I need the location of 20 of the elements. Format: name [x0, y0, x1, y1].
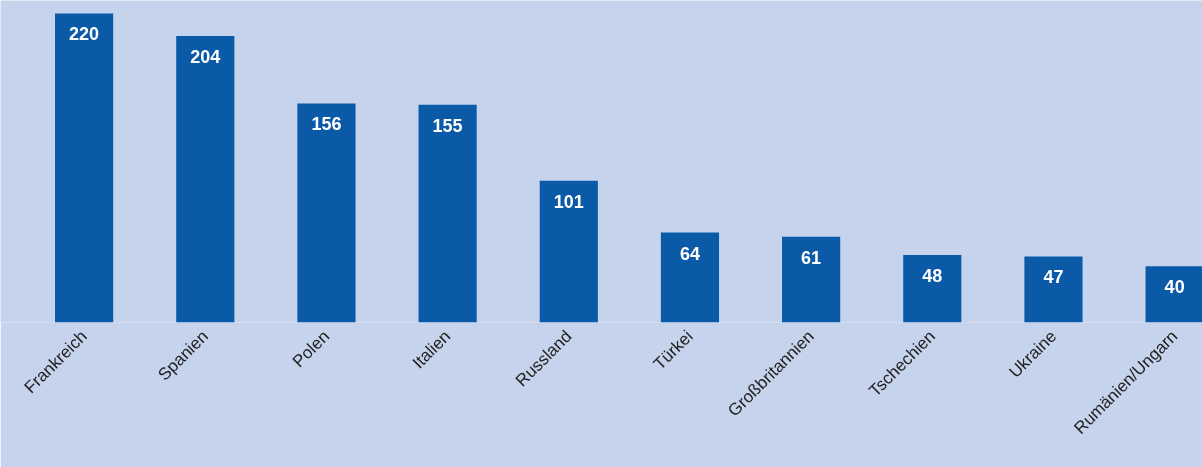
data-label: 156	[311, 114, 342, 135]
bar	[782, 236, 841, 323]
data-label: 101	[553, 191, 584, 212]
bar	[660, 232, 720, 323]
bar	[1145, 266, 1202, 323]
bar	[55, 13, 114, 323]
bar	[903, 255, 962, 323]
bar	[1024, 256, 1083, 323]
bar	[418, 104, 477, 323]
data-label: 40	[1164, 277, 1185, 298]
data-label: 64	[679, 243, 700, 264]
data-label: 47	[1043, 267, 1064, 288]
data-label: 61	[801, 247, 822, 268]
bar	[176, 35, 235, 323]
data-label: 48	[922, 266, 943, 287]
bar	[539, 180, 598, 323]
data-label: 220	[69, 24, 100, 45]
bar	[297, 103, 356, 323]
data-label: 155	[432, 115, 463, 136]
data-label: 204	[190, 46, 221, 67]
